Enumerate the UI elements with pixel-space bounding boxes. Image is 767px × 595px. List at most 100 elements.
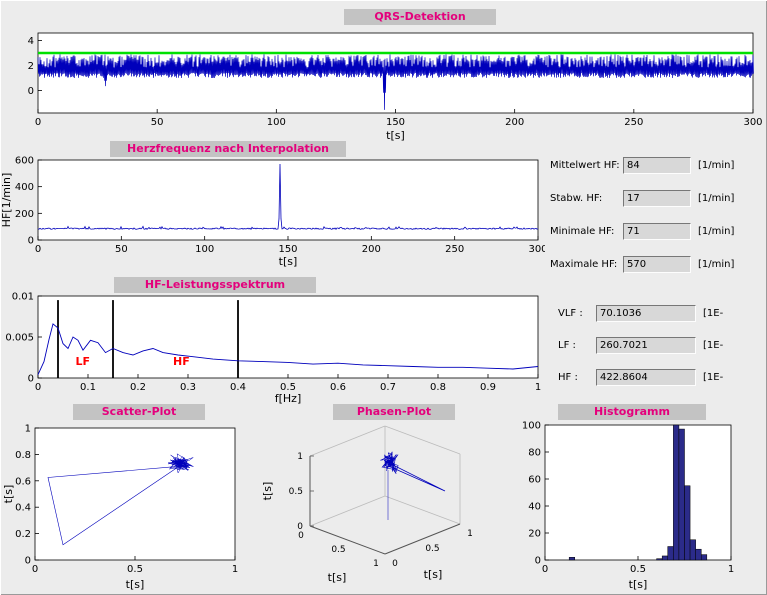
svg-text:300: 300: [528, 244, 545, 255]
svg-text:0: 0: [392, 559, 398, 569]
min-hr-row: Minimale HF: 71 [1/min]: [550, 221, 765, 241]
hf-label: HF :: [558, 371, 578, 383]
svg-text:0.8: 0.8: [430, 382, 446, 393]
hf-unit: [1E-: [703, 371, 724, 383]
std-hr-label: Stabw. HF:: [550, 192, 603, 204]
svg-text:0: 0: [35, 117, 41, 128]
scatter-plot: 0 0.5 1 0 0.2 0.4 0.6 0.8 1 t[s] t[s]: [2, 424, 238, 592]
svg-text:t[s]: t[s]: [261, 482, 274, 501]
svg-text:80: 80: [528, 448, 541, 459]
svg-text:0.2: 0.2: [15, 529, 31, 540]
std-hr-row: Stabw. HF: 17 [1/min]: [550, 188, 765, 208]
svg-text:200: 200: [15, 209, 34, 220]
svg-text:0.5: 0.5: [127, 564, 143, 575]
svg-text:0.6: 0.6: [330, 382, 346, 393]
vlf-unit: [1E-: [703, 307, 724, 319]
svg-text:100: 100: [522, 421, 541, 432]
lf-row: LF : 260.7021 [1E-: [558, 335, 765, 355]
svg-text:0: 0: [542, 564, 548, 575]
std-hr-value-field[interactable]: 17: [623, 189, 691, 207]
svg-text:150: 150: [278, 244, 297, 255]
svg-text:100: 100: [267, 117, 286, 128]
max-hr-value-field[interactable]: 570: [623, 255, 691, 273]
min-hr-label: Minimale HF:: [550, 225, 615, 237]
svg-text:0.5: 0.5: [289, 487, 303, 497]
spectrum-section-title: HF-Leistungsspektrum: [114, 277, 316, 293]
vlf-row: VLF : 70.1036 [1E-: [558, 303, 765, 323]
svg-text:t[s]: t[s]: [279, 255, 298, 268]
svg-text:0: 0: [32, 564, 38, 575]
svg-text:0: 0: [28, 86, 34, 97]
lf-unit: [1E-: [703, 339, 724, 351]
hf-row: HF : 422.8604 [1E-: [558, 367, 765, 387]
svg-text:t[s]: t[s]: [328, 571, 347, 584]
svg-text:0.005: 0.005: [5, 333, 34, 344]
vlf-value-field[interactable]: 70.1036: [596, 304, 696, 322]
svg-text:1: 1: [25, 424, 31, 435]
svg-text:50: 50: [151, 117, 164, 128]
svg-text:150: 150: [386, 117, 405, 128]
svg-text:0: 0: [28, 374, 34, 385]
svg-text:40: 40: [528, 502, 541, 513]
svg-text:0: 0: [535, 556, 541, 567]
svg-text:LF: LF: [76, 355, 91, 368]
vlf-label: VLF :: [558, 307, 583, 319]
svg-text:0: 0: [297, 522, 303, 532]
svg-text:f[Hz]: f[Hz]: [275, 392, 302, 405]
svg-text:0: 0: [25, 556, 31, 567]
phase-section-title: Phasen-Plot: [333, 404, 455, 420]
heart-rate-section-title: Herzfrequenz nach Interpolation: [110, 141, 346, 157]
svg-text:60: 60: [528, 475, 541, 486]
svg-text:0: 0: [28, 236, 34, 247]
svg-text:1: 1: [232, 564, 238, 575]
min-hr-value-field[interactable]: 71: [623, 222, 691, 240]
svg-text:100: 100: [195, 244, 214, 255]
svg-text:0.6: 0.6: [15, 476, 31, 487]
svg-text:0.5: 0.5: [630, 564, 646, 575]
svg-text:20: 20: [528, 529, 541, 540]
svg-text:1: 1: [728, 564, 734, 575]
svg-text:0.1: 0.1: [80, 382, 96, 393]
svg-text:0.4: 0.4: [230, 382, 246, 393]
max-hr-unit: [1/min]: [698, 258, 735, 270]
svg-text:300: 300: [743, 117, 762, 128]
svg-text:0.5: 0.5: [280, 382, 296, 393]
lf-value-field[interactable]: 260.7021: [596, 336, 696, 354]
svg-text:0.5: 0.5: [331, 545, 345, 555]
mean-hr-unit: [1/min]: [698, 159, 735, 171]
mean-hr-row: Mittelwert HF: 84 [1/min]: [550, 155, 765, 175]
mean-hr-label: Mittelwert HF:: [550, 159, 620, 171]
svg-text:600: 600: [15, 156, 34, 167]
phase-plot: 0 0.5 1 0 0.5 1 0 0.5 1 t[s] t[s] t[s]: [261, 425, 473, 584]
svg-text:t[s]: t[s]: [386, 129, 405, 142]
mean-hr-value-field[interactable]: 84: [623, 156, 691, 174]
svg-text:200: 200: [362, 244, 381, 255]
svg-text:4: 4: [28, 36, 34, 47]
svg-text:250: 250: [445, 244, 464, 255]
scatter-section-title: Scatter-Plot: [73, 404, 205, 420]
svg-text:t[s]: t[s]: [629, 578, 648, 591]
max-hr-label: Maximale HF:: [550, 258, 618, 270]
histogram-section-title: Histogramm: [558, 404, 706, 420]
hf-value-field[interactable]: 422.8604: [596, 368, 696, 386]
svg-text:0: 0: [298, 531, 304, 541]
svg-text:0.9: 0.9: [480, 382, 496, 393]
svg-text:400: 400: [15, 182, 34, 193]
std-hr-unit: [1/min]: [698, 192, 735, 204]
svg-text:1: 1: [467, 529, 473, 539]
svg-text:HF: HF: [173, 355, 190, 368]
svg-text:0: 0: [35, 244, 41, 255]
lf-label: LF :: [558, 339, 576, 351]
svg-text:2: 2: [28, 61, 34, 72]
hf-power-spectrum-plot: 0 0.1 0.2 0.3 0.4 0.5 0.6 0.7 0.8 0.9 1 0 0.005 0.01 f…: [5, 292, 541, 406]
qrs-section-title: QRS-Detektion: [344, 9, 496, 25]
heart-rate-plot: 0 50 100 150 200 250 300 0 200 400 600 t[s] HF[1/min…: [0, 156, 545, 269]
svg-text:0.2: 0.2: [130, 382, 146, 393]
svg-text:50: 50: [115, 244, 128, 255]
svg-text:0.01: 0.01: [12, 292, 34, 303]
svg-text:0.4: 0.4: [15, 503, 31, 514]
max-hr-row: Maximale HF: 570 [1/min]: [550, 254, 765, 274]
svg-text:1: 1: [535, 382, 541, 393]
min-hr-unit: [1/min]: [698, 225, 735, 237]
